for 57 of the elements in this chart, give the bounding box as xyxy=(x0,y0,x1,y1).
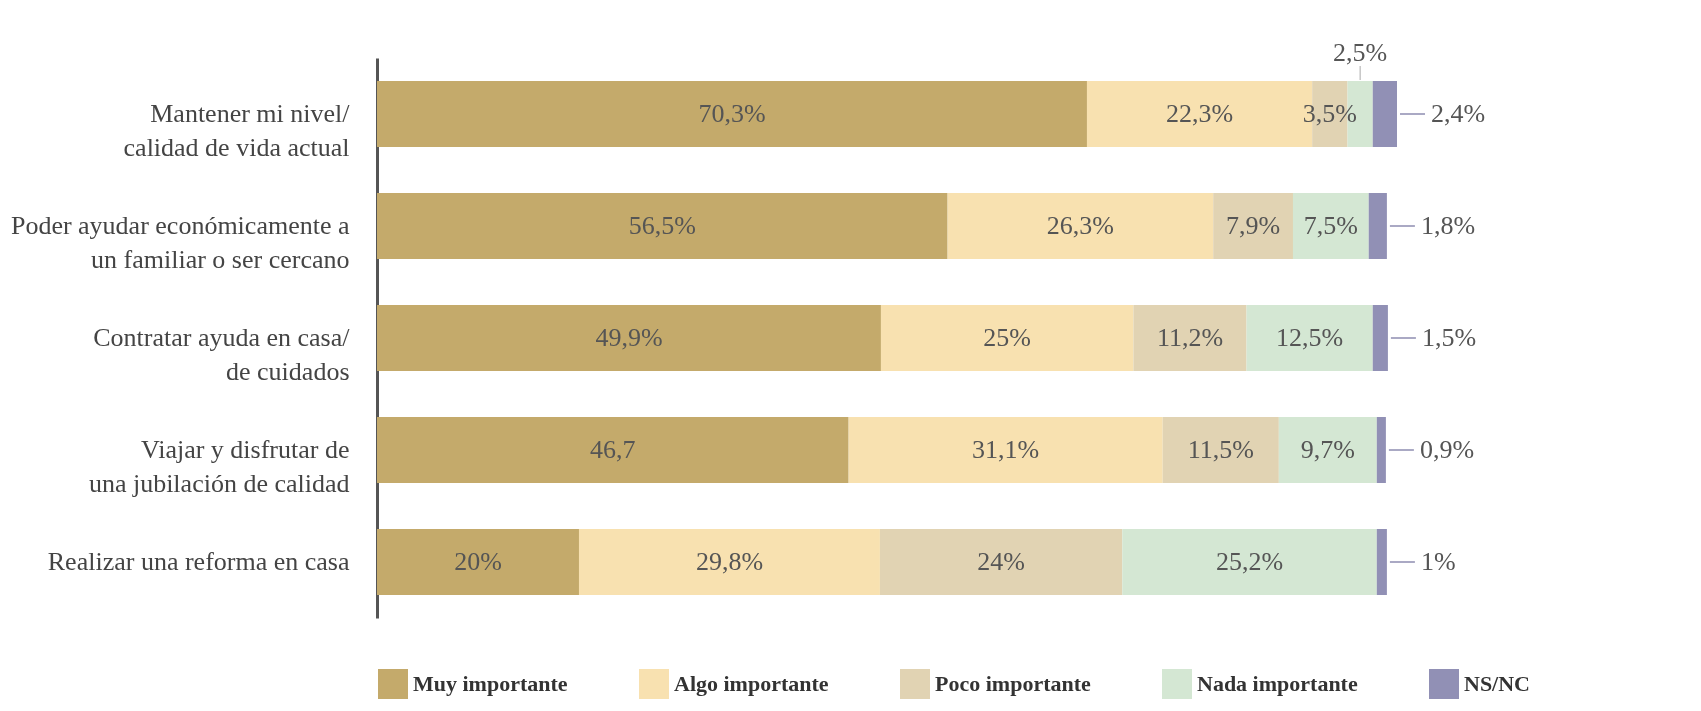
data-label: 0,9% xyxy=(1419,435,1475,464)
data-label: 24% xyxy=(977,547,1025,576)
bar xyxy=(377,193,948,259)
legend-label: Nada importante xyxy=(1197,671,1358,696)
bar xyxy=(879,529,1123,595)
data-label: 26,3% xyxy=(1046,211,1114,240)
y-tick-label: Contratar ayuda en casa/ de cuidados xyxy=(93,323,351,386)
bar xyxy=(377,81,1087,147)
data-label: 22,3% xyxy=(1165,99,1234,128)
data-label: 9,7% xyxy=(1300,435,1355,464)
data-label: 25,2% xyxy=(1215,547,1284,576)
legend-label: Algo importante xyxy=(674,671,829,696)
data-label: 1% xyxy=(1420,547,1456,576)
bar xyxy=(1368,193,1387,259)
data-label: 46,7 xyxy=(590,435,636,464)
data-label: 2,4% xyxy=(1431,99,1486,128)
legend-label: Muy importante xyxy=(413,671,568,696)
bar xyxy=(1133,305,1247,371)
bar xyxy=(377,529,579,595)
data-label: 2,5% xyxy=(1333,38,1388,67)
bar xyxy=(947,193,1214,259)
data-label: 11,5% xyxy=(1187,435,1254,464)
data-label: 31,1% xyxy=(972,435,1040,464)
data-label: 1,8% xyxy=(1420,211,1476,240)
bar xyxy=(1122,529,1377,595)
data-label: 7,9% xyxy=(1226,211,1281,240)
bar xyxy=(377,305,881,371)
bar xyxy=(880,305,1134,371)
bar xyxy=(1292,193,1369,259)
data-label: 56,5% xyxy=(628,211,696,240)
data-label: 49,9% xyxy=(595,323,663,352)
bar xyxy=(377,417,849,483)
bar xyxy=(1278,417,1377,483)
y-tick-label: Viajar y disfrutar de una jubilación de calidad xyxy=(88,435,350,498)
y-tick-label: Poder ayudar económicamente a un familiar o ser cercano xyxy=(10,211,350,274)
bar xyxy=(1372,305,1388,371)
bar xyxy=(578,529,880,595)
bar xyxy=(1376,529,1387,595)
data-label: 1,5% xyxy=(1421,323,1477,352)
bar xyxy=(1213,193,1293,259)
data-label: 20% xyxy=(454,547,502,576)
bar xyxy=(1372,81,1397,147)
data-label: 7,5% xyxy=(1303,211,1358,240)
legend-label: Poco importante xyxy=(935,671,1092,696)
bar xyxy=(848,417,1163,483)
bar xyxy=(1162,417,1279,483)
data-label: 11,2% xyxy=(1156,323,1224,352)
bar xyxy=(1246,305,1373,371)
bar xyxy=(1376,417,1386,483)
data-label: 3,5% xyxy=(1302,99,1357,128)
legend-label: NS/NC xyxy=(1464,671,1531,696)
data-label: 70,3% xyxy=(698,99,766,128)
data-label: 29,8% xyxy=(695,547,764,576)
data-label: 25% xyxy=(983,323,1032,352)
y-tick-label: Realizar una reforma en casa xyxy=(47,547,350,576)
y-tick-label: Mantener mi nivel/ calidad de vida actual xyxy=(123,99,351,162)
data-label: 12,5% xyxy=(1276,323,1344,352)
